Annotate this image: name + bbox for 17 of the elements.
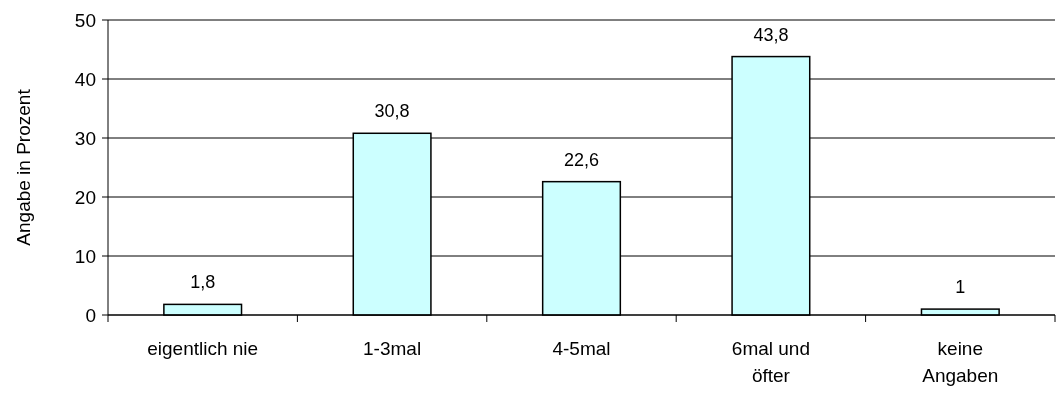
data-label: 43,8 [753, 24, 789, 45]
data-label: 1,8 [190, 272, 216, 293]
x-tick-label: 1-3mal [363, 338, 422, 359]
x-tick-label: 6mal und öfter [731, 338, 810, 386]
x-tick-label: keine Angaben [922, 338, 999, 386]
x-tick-label: eigentlich nie [147, 338, 259, 359]
y-tick-label: 50 [74, 9, 96, 31]
y-tick-label: 20 [74, 186, 96, 208]
y-tick-label: 0 [85, 304, 96, 326]
y-tick-label: 10 [74, 245, 96, 267]
y-axis-title: Angabe in Prozent [13, 88, 34, 246]
y-tick-label: 30 [74, 127, 96, 149]
data-label: 1 [955, 277, 966, 298]
y-tick-label: 40 [74, 68, 96, 90]
x-tick-label: 4-5mal [552, 338, 611, 359]
data-label: 30,8 [374, 101, 410, 122]
data-label: 22,6 [563, 149, 600, 170]
